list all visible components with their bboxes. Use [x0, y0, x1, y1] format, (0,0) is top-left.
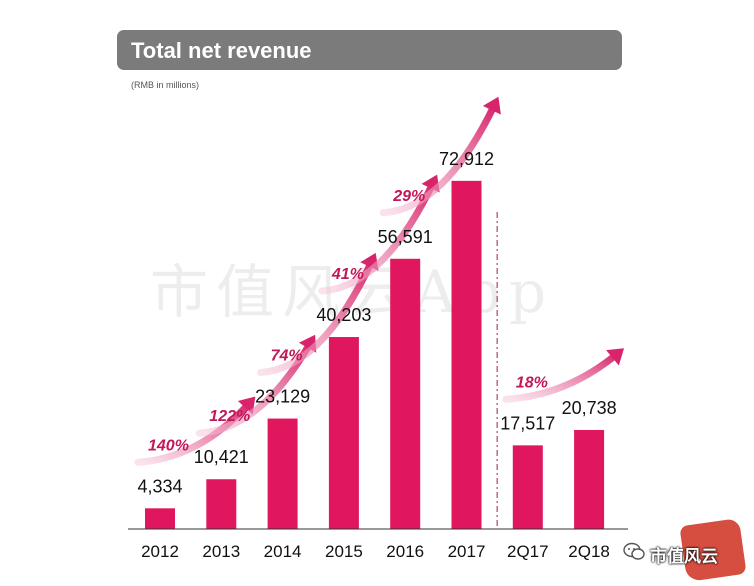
value-label-2012: 4,334	[137, 476, 182, 496]
x-tick-2014: 2014	[264, 542, 302, 561]
chart-subtitle: (RMB in millions)	[131, 80, 200, 90]
value-label-2Q18: 20,738	[562, 398, 617, 418]
x-tick-2016: 2016	[386, 542, 424, 561]
title-bar: Total net revenue	[117, 30, 622, 70]
x-tick-2013: 2013	[202, 542, 240, 561]
x-tick-2015: 2015	[325, 542, 363, 561]
growth-arrow-2017	[379, 96, 501, 217]
bar-2012	[145, 508, 175, 529]
value-label-2017: 72,912	[439, 149, 494, 169]
growth-label-2017: 29%	[392, 188, 425, 205]
growth-label-2Q18: 18%	[516, 374, 548, 391]
growth-arrow-2Q18	[502, 348, 625, 403]
x-tick-2012: 2012	[141, 542, 179, 561]
value-label-2014: 23,129	[255, 387, 310, 407]
bar-2016	[390, 258, 421, 529]
labels-layer: 4,334 2012 10,421 2013 23,129 2014 40,203 2015 5…	[128, 149, 628, 561]
value-label-2Q17: 17,517	[500, 413, 555, 433]
bar-2Q17	[512, 445, 543, 529]
chart-title: Total net revenue	[131, 38, 312, 63]
bars-layer	[145, 180, 605, 529]
bar-2017	[451, 180, 482, 529]
growth-label-2013: 140%	[148, 437, 189, 454]
wechat-icon	[623, 542, 645, 560]
bar-2Q18	[574, 429, 605, 529]
growth-arrows-layer: 140% 122% 74% 41% 29% 18%	[134, 96, 625, 466]
growth-label-2014: 122%	[209, 408, 250, 425]
growth-label-2016: 41%	[331, 266, 364, 283]
growth-label-2015: 74%	[271, 348, 303, 365]
bar-2014	[267, 418, 298, 529]
value-label-2015: 40,203	[316, 305, 371, 325]
value-label-2013: 10,421	[194, 447, 249, 467]
x-tick-2017: 2017	[448, 542, 486, 561]
x-tick-2Q18: 2Q18	[568, 542, 610, 561]
value-label-2016: 56,591	[378, 227, 433, 247]
logo-text: 市值风云	[650, 547, 718, 567]
bar-2015	[328, 337, 359, 529]
publisher-badge: 市值风云	[623, 518, 751, 582]
x-tick-2Q17: 2Q17	[507, 542, 549, 561]
bar-2013	[206, 479, 237, 529]
